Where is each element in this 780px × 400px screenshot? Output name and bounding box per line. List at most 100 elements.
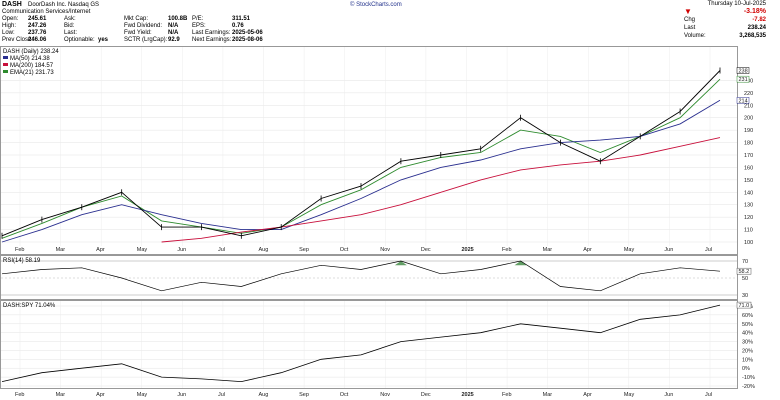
relative-strength-chart[interactable]: 70%60%50%40%30%20%10%0%-10%-20%71.0 FebM… [0, 300, 780, 400]
quote-col1-l0: Open: [2, 16, 19, 22]
price-month-label: Sep [299, 247, 309, 253]
price-month-label: 2025 [461, 247, 473, 253]
price-tag-label: 231 [739, 77, 748, 83]
price-lines [1, 67, 721, 243]
volume-label: Volume: [684, 33, 706, 39]
price-tick-label: 130 [744, 203, 753, 209]
quote-col2-l1: Bid: [64, 23, 75, 29]
rel-month-label: May [624, 392, 635, 398]
rel-tick-label: -20% [742, 384, 755, 390]
rsi-tick-label: 70 [742, 259, 748, 265]
rel-month-label: May [137, 392, 148, 398]
price-month-label: Jul [705, 247, 712, 253]
quote-col1-v1: 247.26 [28, 23, 47, 29]
legend-price: DASH (Daily) 238.24 [3, 49, 59, 55]
company-name: DoorDash Inc. Nasdaq GS [28, 2, 100, 8]
rel-month-label: Oct [340, 392, 349, 398]
price-tick-label: 190 [744, 128, 753, 134]
rel-tick-label: -10% [742, 375, 755, 381]
quote-col3-v0: 100.8B [168, 16, 188, 22]
rel-month-label: Apr [583, 392, 592, 398]
rel-axis: 70%60%50%40%30%20%10%0%-10%-20%71.0 [736, 301, 755, 390]
last-label: Last [684, 25, 696, 31]
quote-col4-v3: 2025-08-06 [232, 37, 263, 43]
price-tick-label: 220 [744, 91, 753, 97]
legend-swatch-ma200 [3, 63, 8, 66]
quote-col4-l0: P/E: [192, 16, 204, 22]
price-tick-label: 170 [744, 153, 753, 159]
rsi-tag-box [736, 267, 752, 275]
price-tag-box [736, 67, 750, 74]
legend-swatch-ema21 [3, 70, 8, 73]
sector-label: Communication Services/Internet [2, 9, 91, 15]
quote-col1-l2: Low: [2, 30, 15, 36]
rel-month-label: Feb [502, 392, 511, 398]
price-tick-label: 140 [744, 190, 753, 196]
volume-value: 3,268,535 [739, 33, 766, 39]
rel-tick-label: 30% [742, 340, 753, 346]
quote-col3-l1: Fwd Dividend: [124, 23, 163, 29]
rel-tick-label: 0% [742, 366, 750, 372]
price-month-label: Jun [664, 247, 673, 253]
rel-tick-label: 10% [742, 357, 753, 363]
rel-month-label: Mar [56, 392, 66, 398]
price-month-label: Mar [543, 247, 553, 253]
quote-col2-l2: Last: [64, 30, 78, 36]
rsi-line [1, 260, 721, 292]
rel-tag-box [736, 301, 752, 309]
rel-grid [1, 301, 737, 388]
price-grid [1, 47, 737, 246]
price-month-label: Dec [421, 247, 431, 253]
rel-lines [1, 304, 721, 383]
quote-col2-v3: yes [98, 37, 109, 43]
quote-col3-v1: N/A [168, 23, 179, 29]
quote-col4-v1: 0.76 [232, 23, 244, 29]
price-month-label: Mar [56, 247, 66, 253]
price-tick-label: 150 [744, 178, 753, 184]
rsi-overbought-fill [514, 261, 527, 266]
ema21-line [1, 78, 721, 239]
rsi-tag-label: 58.2 [739, 269, 750, 275]
legend-rel: DASH:SPY 71.04% [3, 303, 56, 309]
price-month-label: Apr [96, 247, 105, 253]
price-month-labels: Feb Mar Apr May Jun Jul Aug Sep Oct Nov Dec 2025 Feb… [15, 247, 712, 253]
price-month-label: Jun [177, 247, 186, 253]
rel-month-label: Jun [177, 392, 186, 398]
rel-tick-label: 20% [742, 348, 753, 354]
rsi-grid [1, 260, 737, 296]
quote-col4-l1: EPS: [192, 23, 206, 29]
price-tick-label: 100 [744, 240, 753, 246]
quote-col1-v0: 245.61 [28, 16, 47, 22]
price-month-label: Nov [380, 247, 390, 253]
quote-col4-l3: Next Earnings: [192, 37, 232, 43]
price-month-label: Feb [502, 247, 511, 253]
website-label[interactable]: © StockCharts.com [350, 2, 402, 8]
price-tag-box [736, 75, 750, 83]
price-chart[interactable]: 2302202102001901801701601501401301201101… [0, 46, 780, 255]
price-month-label: Jul [218, 247, 225, 253]
quote-col4-v2: 2025-05-06 [232, 30, 263, 36]
change-percent: -3.18% [743, 8, 766, 15]
rel-month-label: Dec [421, 392, 431, 398]
rsi-chart[interactable]: 70 50 30 58.2 RSI(14) 58.19 [0, 255, 780, 300]
rel-tick-label: 50% [742, 322, 753, 328]
last-value: 238.24 [747, 25, 766, 31]
legend-swatch-ma50 [3, 56, 8, 59]
rel-month-labels: Feb Mar Apr May Jun Jul Aug Sep Oct Nov Dec 2025 Feb… [15, 392, 712, 398]
quote-col1-v3: 246.06 [28, 37, 47, 43]
quote-col3-l0: Mkt Cap: [124, 16, 149, 22]
price-month-label: Apr [583, 247, 592, 253]
legend-ma200: MA(200) 184.57 [10, 63, 54, 69]
price-tick-label: 160 [744, 165, 753, 171]
rel-month-label: Nov [380, 392, 390, 398]
price-tag-box [736, 97, 750, 104]
rel-line [1, 304, 721, 383]
rel-month-label: Aug [259, 392, 269, 398]
price-tick-label: 110 [744, 228, 753, 234]
quote-header: DASH DoorDash Inc. Nasdaq GS Communicati… [0, 0, 780, 46]
price-tick-label: 120 [744, 215, 753, 221]
legend-rsi: RSI(14) 58.19 [3, 258, 41, 264]
rel-tick-label: 60% [742, 313, 753, 319]
rel-month-label: Jun [664, 392, 673, 398]
quote-col3-v2: N/A [168, 30, 179, 36]
